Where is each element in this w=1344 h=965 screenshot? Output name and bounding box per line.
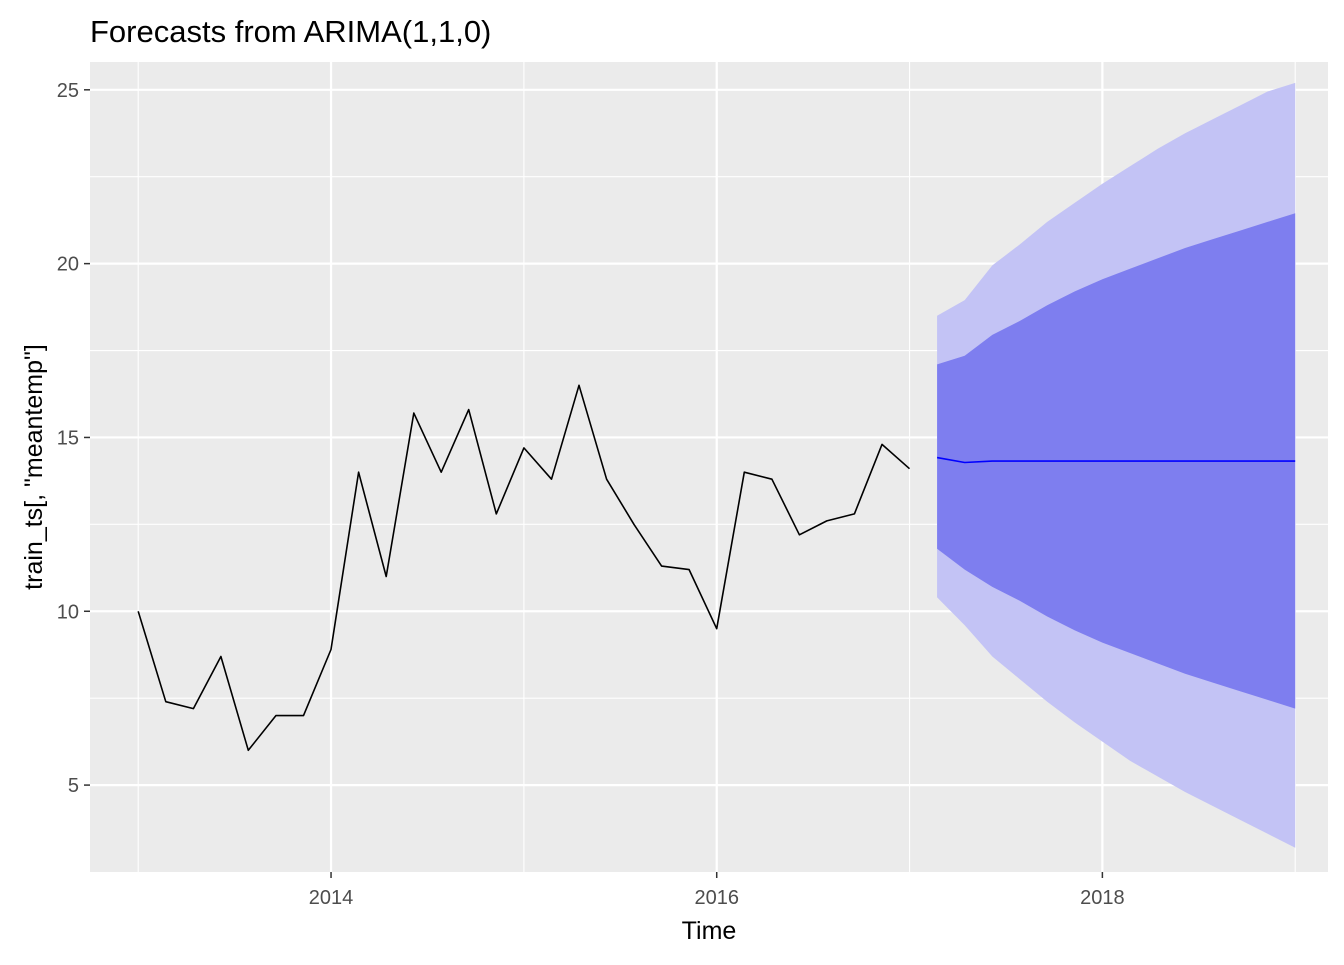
y-tick-label: 5: [68, 775, 79, 797]
history-line: [137, 384, 911, 752]
x-axis-title: Time: [682, 917, 737, 945]
y-tick-label: 10: [57, 601, 79, 623]
y-axis-ticks: 5 10 15 20 25: [57, 80, 90, 797]
x-tick-label: 2014: [309, 887, 354, 909]
series-lines: [137, 384, 1296, 752]
y-tick-label: 25: [57, 80, 79, 102]
y-tick-label: 15: [57, 427, 79, 449]
chart-title: Forecasts from ARIMA(1,1,0): [90, 14, 491, 49]
x-tick-label: 2018: [1080, 887, 1125, 909]
x-tick-label: 2016: [694, 887, 739, 909]
y-axis-title: train_ts[, "meantemp"]: [20, 344, 48, 590]
y-tick-label: 20: [57, 254, 79, 276]
x-axis-ticks: 2014 2016 2018: [309, 872, 1125, 909]
forecast-mean-line: [936, 456, 1296, 464]
